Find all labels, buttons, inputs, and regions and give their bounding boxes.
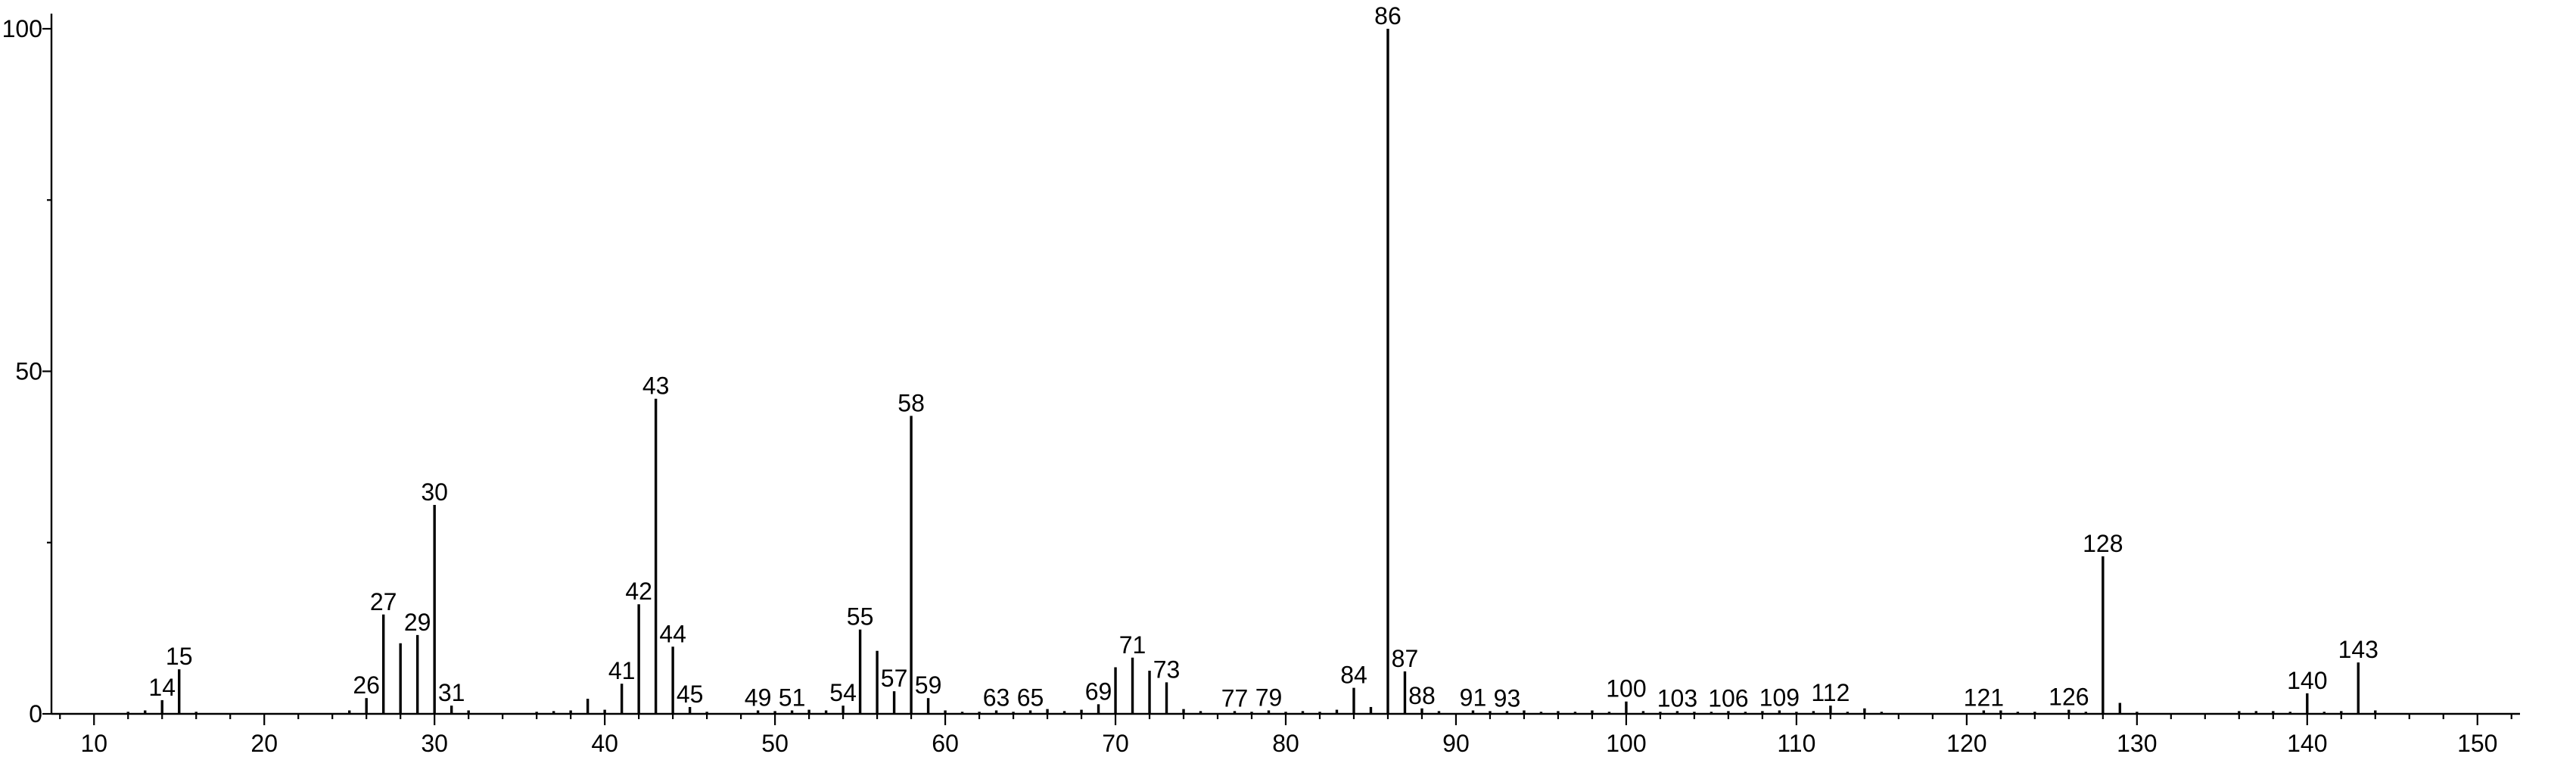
x-tick-label: 130 — [2117, 730, 2157, 757]
x-axis-ticks: 10 20 30 40 50 60 70 80 90 100 110 120 130 140 150 — [59, 714, 2512, 757]
peak-label: 55 — [847, 603, 874, 631]
peak-label: 79 — [1255, 684, 1283, 711]
x-tick-label: 80 — [1272, 730, 1299, 757]
peak-label: 103 — [1657, 684, 1697, 712]
peak-label: 26 — [353, 671, 380, 699]
peak-label: 31 — [438, 679, 465, 706]
peak-label: 41 — [608, 657, 636, 684]
peak-label: 73 — [1153, 656, 1181, 683]
peak-label: 126 — [2049, 684, 2089, 711]
peak-label: 106 — [1708, 684, 1748, 712]
peak-label: 42 — [625, 578, 652, 605]
x-tick-label: 70 — [1102, 730, 1129, 757]
x-tick-label: 50 — [761, 730, 789, 757]
x-tick-label: 60 — [932, 730, 959, 757]
x-tick-label: 30 — [421, 730, 448, 757]
peak-label: 15 — [166, 643, 193, 670]
x-tick-label: 20 — [250, 730, 278, 757]
peak-label: 14 — [148, 674, 176, 701]
x-tick-label: 150 — [2457, 730, 2497, 757]
peak-label: 30 — [421, 478, 448, 506]
x-tick-label: 100 — [1606, 730, 1646, 757]
peak-label: 57 — [881, 665, 908, 692]
peak-label: 45 — [677, 681, 704, 708]
x-tick-label: 120 — [1946, 730, 1986, 757]
peak-label: 54 — [829, 679, 857, 706]
y-tick-label: 50 — [15, 358, 42, 385]
peak-label: 27 — [370, 588, 397, 615]
peak-label: 69 — [1085, 678, 1112, 705]
peak-label: 93 — [1494, 684, 1521, 712]
peak-label: 29 — [404, 609, 431, 636]
x-tick-label: 110 — [1777, 730, 1815, 757]
peak-label: 65 — [1017, 684, 1044, 711]
peak-label: 91 — [1460, 684, 1487, 711]
peak-label: 143 — [2338, 636, 2378, 663]
peak-bars — [126, 29, 2377, 714]
peak-label: 112 — [1811, 679, 1850, 706]
peak-label: 100 — [1606, 675, 1646, 702]
peak-label: 87 — [1392, 645, 1419, 672]
peak-label: 63 — [983, 684, 1010, 711]
peak-label: 84 — [1340, 662, 1367, 689]
peak-label: 88 — [1408, 682, 1436, 709]
x-tick-label: 10 — [80, 730, 107, 757]
peak-label: 71 — [1119, 631, 1146, 659]
peak-label: 43 — [642, 372, 670, 400]
peak-label: 59 — [915, 671, 942, 699]
peak-label: 140 — [2287, 667, 2327, 694]
peak-label: 51 — [779, 684, 806, 711]
peak-label: 58 — [898, 389, 925, 416]
peak-label: 77 — [1221, 684, 1249, 712]
y-axis-ticks: 0 50 100 — [2, 15, 51, 727]
x-tick-label: 40 — [591, 730, 618, 757]
peak-label: 49 — [745, 684, 772, 711]
peak-label: 128 — [2083, 530, 2123, 557]
peak-label: 109 — [1759, 684, 1800, 711]
peak-label: 86 — [1374, 2, 1402, 30]
peak-label: 44 — [659, 620, 686, 647]
x-tick-label: 140 — [2287, 730, 2327, 757]
y-tick-label: 100 — [2, 15, 42, 42]
x-tick-label: 90 — [1442, 730, 1470, 757]
peak-label: 121 — [1964, 684, 2004, 711]
peak-labels: 14 15 26 27 29 30 31 41 42 43 44 45 49 51 54 55 57 58 59 63… — [148, 2, 2378, 712]
y-tick-label: 0 — [29, 700, 42, 727]
